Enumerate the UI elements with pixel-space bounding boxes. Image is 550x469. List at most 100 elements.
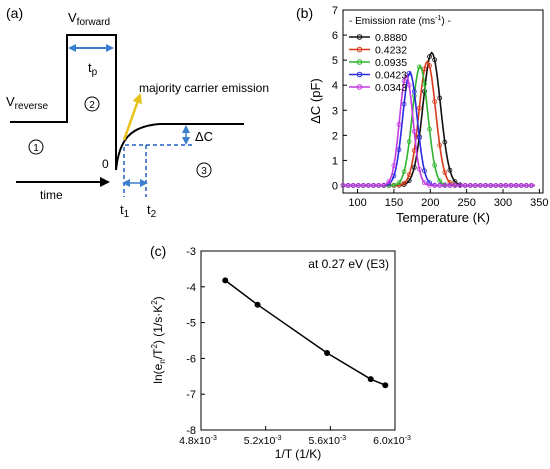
b-series-point [406,139,412,145]
b-y-tick-label: 7 [332,5,338,17]
b-legend-marker [356,34,363,40]
b-x-ticks: 100 150 200 250 300 350 [348,189,549,209]
c-y-tick-label: -3 [186,246,196,258]
b-series-point [411,129,417,134]
region-1-number: 1 [33,143,39,154]
pulse-waveform [10,34,117,170]
b-x-axis-label: Temperature (K) [396,210,490,225]
b-series-point [411,164,417,170]
b-legend-marker [356,59,363,65]
b-series-point [340,183,346,188]
tp-label: tp [88,60,98,78]
c-y-tick-label: -6 [186,353,196,365]
b-y-tick-label: 2 [332,130,338,142]
panel-b-label: (b) [296,5,313,21]
b-series-point [391,182,397,188]
b-series-point [452,183,458,188]
b-x-tick-label: 300 [494,197,512,209]
b-series-point [416,166,422,172]
c-x-axis-label: 1/T (1/K) [275,447,321,461]
b-x-tick-label: 350 [530,197,548,209]
b-series-point [350,183,356,188]
b-legend-marker [356,46,363,53]
b-series-point [432,162,438,168]
b-series-point [386,179,392,185]
b-x-tick-label: 200 [421,197,439,209]
b-x-tick-label: 250 [457,197,475,209]
b-series-point [483,183,488,188]
c-series-group [222,277,389,389]
b-series-point [447,183,453,188]
b-series-point [523,183,529,188]
v-forward-label: Vforward [68,10,110,28]
b-series-point [416,64,422,70]
c-y-tick-label: -5 [186,318,196,330]
b-legend-label: 0.4232 [375,45,407,57]
b-x-tick-label: 150 [385,197,403,209]
c-data-point [254,301,261,308]
b-y-tick-label: 4 [332,80,338,92]
c-x-ticks: 4.8x10-3 5.2x10-3 5.6x10-3 6.0x10-3 [179,426,411,447]
b-series-point [508,183,514,188]
b-series-point [427,63,432,69]
b-series-point [493,183,499,188]
panel-a: (a) Vforward Vreverse tp 2 1 3 majority … [6,5,269,220]
b-x-tick-label: 100 [348,197,366,209]
c-x-tick-label: 6.0x10-3 [373,435,411,447]
c-x-tick-label: 4.8x10-3 [179,435,217,447]
b-y-tick-label: 6 [332,30,338,42]
b-series-point [416,105,422,111]
b-series-point [360,183,366,188]
region-2-number: 2 [89,100,95,111]
panel-a-label: (a) [6,5,23,21]
region-3-number: 3 [201,166,207,177]
b-series-point [401,180,407,186]
b-legend-marker [356,84,363,90]
panel-c: (c) at 0.27 eV (E3) 4.8x10-3 5.2x10-3 5.6x… [150,243,411,461]
b-series-line [343,51,535,187]
b-series-point [371,183,376,188]
c-series-line [224,279,386,386]
b-y-ticks: 0 1 2 3 4 5 6 7 [332,5,347,192]
b-series-point [432,99,438,104]
b-series-point [442,139,448,145]
b-series-line [343,60,535,187]
b-series-point [503,183,509,188]
b-series-point [406,70,412,76]
b-series-point [427,182,432,188]
c-y-tick-label: -7 [186,389,196,401]
c-data-point [367,376,374,383]
c-annotation: at 0.27 eV (E3) [308,257,389,271]
b-series-point [396,180,402,186]
b-series-point [528,183,534,188]
c-data-point [222,277,229,284]
b-series-point [427,54,432,60]
b-y-tick-label: 3 [332,105,338,117]
b-legend-label: 0.0935 [375,57,407,69]
b-series-line [343,64,535,187]
b-series-point [401,169,407,175]
b-series-point [457,183,463,188]
b-series-point [467,183,473,188]
origin-zero: 0 [102,157,109,171]
b-series-point [345,183,351,188]
plot-b-frame [342,9,544,194]
b-series-point [447,180,453,185]
c-y-tick-label: -4 [186,282,196,294]
b-legend-marker [356,71,363,78]
b-series-point [406,82,412,88]
b-series-point [432,57,438,63]
b-y-tick-label: 1 [332,155,338,167]
c-data-point [324,350,331,357]
emission-arrow [122,93,143,141]
b-series-point [401,101,407,107]
b-series-point [422,180,427,186]
b-series-point [462,183,468,188]
b-series-group [340,51,535,188]
b-series-point [498,183,504,188]
c-x-tick-label: 5.6x10-3 [308,435,346,447]
b-series-point [355,183,361,188]
t2-label: t2 [147,202,157,220]
b-series-point [422,168,427,174]
